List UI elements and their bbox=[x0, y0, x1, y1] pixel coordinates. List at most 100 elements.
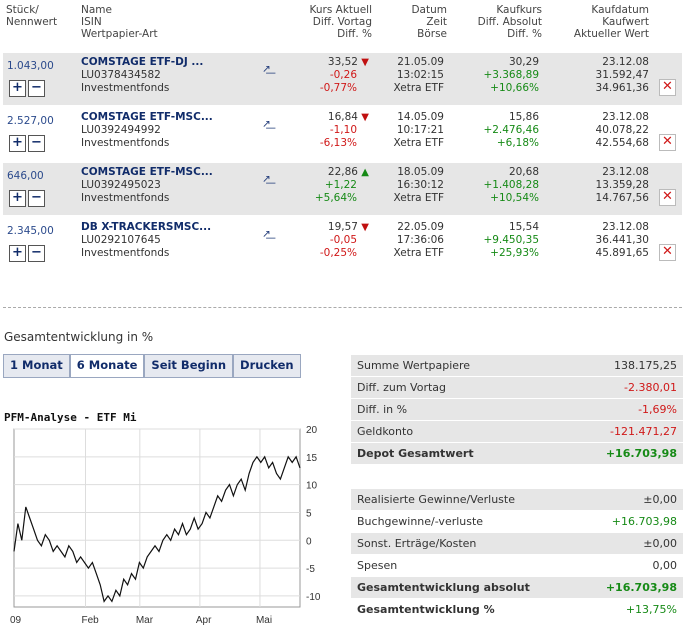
performance-chart: 09 Feb Mar Apr Mai 20 15 10 5 0 -5 -10 bbox=[10, 425, 321, 626]
delete-button[interactable]: ✕ bbox=[659, 79, 676, 96]
chart-icon[interactable]: ↗͟ bbox=[262, 228, 271, 240]
y-tick-label: 10 bbox=[306, 481, 318, 492]
summary-value: -1,69% bbox=[638, 403, 677, 416]
header-qty: Stück/Nennwert bbox=[6, 4, 58, 28]
buy-col: 30,29 +3.368,89 +10,66% bbox=[483, 56, 539, 95]
diff-pct: -0,25% bbox=[319, 247, 357, 259]
current-value: 34.961,36 bbox=[595, 82, 649, 94]
y-tick-label: 5 bbox=[306, 508, 312, 519]
summary-label: Sonst. Erträge/Kosten bbox=[357, 537, 477, 550]
quote-time: 16:30:12 bbox=[396, 179, 444, 191]
value-col: 23.12.08 36.441,30 45.891,65 bbox=[596, 221, 649, 260]
delete-button[interactable]: ✕ bbox=[659, 189, 676, 206]
x-tick-label: Apr bbox=[196, 615, 212, 626]
minus-button[interactable]: − bbox=[28, 135, 45, 152]
quote-time: 17:36:06 bbox=[396, 234, 444, 246]
exchange: Xetra ETF bbox=[393, 192, 444, 204]
print-button[interactable]: Drucken bbox=[233, 354, 301, 378]
tab-1-monat[interactable]: 1 Monat bbox=[3, 354, 70, 378]
plus-button[interactable]: + bbox=[9, 135, 26, 152]
current-value: 45.891,65 bbox=[595, 247, 649, 259]
chart-icon[interactable]: ↗͟ bbox=[262, 63, 271, 75]
value-col: 23.12.08 31.592,47 34.961,36 bbox=[596, 56, 649, 95]
position-row: 646,00 + − COMSTAGE ETF-MSC... LU0392495023 I… bbox=[3, 163, 682, 215]
date-col: 18.05.09 16:30:12 Xetra ETF bbox=[394, 166, 444, 205]
tab-seit-beginn[interactable]: Seit Beginn bbox=[144, 354, 234, 378]
minus-button[interactable]: − bbox=[28, 245, 45, 262]
qty-controls: + − bbox=[9, 135, 45, 152]
summary-value: +13,75% bbox=[625, 603, 677, 616]
security-name-link[interactable]: COMSTAGE ETF-MSC... bbox=[81, 111, 213, 123]
diff-absolute: +1.408,28 bbox=[483, 179, 539, 191]
tab-6-monate[interactable]: 6 Monate bbox=[69, 354, 145, 378]
quantity: 1.043,00 bbox=[7, 60, 54, 72]
delete-button[interactable]: ✕ bbox=[659, 134, 676, 151]
date-col: 14.05.09 10:17:21 Xetra ETF bbox=[394, 111, 444, 150]
buy-col: 20,68 +1.408,28 +10,54% bbox=[483, 166, 539, 205]
buy-date: 23.12.08 bbox=[602, 166, 649, 178]
summary-label: Summe Wertpapiere bbox=[357, 359, 471, 372]
buy-value: 36.441,30 bbox=[595, 234, 649, 246]
diff-pct: -0,77% bbox=[319, 82, 357, 94]
exchange: Xetra ETF bbox=[393, 247, 444, 259]
security-type: Investmentfonds bbox=[81, 247, 170, 259]
header-buyprice: Kaufkurs Diff. Absolut Diff. % bbox=[477, 4, 542, 40]
buy-price: 30,29 bbox=[508, 56, 539, 68]
y-tick-label: -5 bbox=[306, 564, 315, 575]
quote-date: 18.05.09 bbox=[397, 166, 444, 178]
chart-title: PFM-Analyse - ETF Mi bbox=[4, 411, 137, 424]
summary-label: Diff. in % bbox=[357, 403, 408, 416]
buy-col: 15,86 +2.476,46 +6,18% bbox=[483, 111, 539, 150]
arrow-down-icon: ▼ bbox=[361, 57, 369, 68]
buy-col: 15,54 +9.450,35 +25,93% bbox=[483, 221, 539, 260]
header-price: Kurs Aktuell Diff. Vortag Diff. % bbox=[309, 4, 372, 40]
y-tick-label: 20 bbox=[306, 425, 318, 436]
minus-button[interactable]: − bbox=[28, 80, 45, 97]
summary-label: Realisierte Gewinne/Verluste bbox=[357, 493, 515, 506]
summary-value: +16.703,98 bbox=[605, 581, 677, 594]
quantity: 2.527,00 bbox=[7, 115, 54, 127]
qty-controls: + − bbox=[9, 190, 45, 207]
divider bbox=[3, 307, 682, 308]
plus-button[interactable]: + bbox=[9, 80, 26, 97]
summary-label: Spesen bbox=[357, 559, 398, 572]
diff-absolute: +3.368,89 bbox=[483, 69, 539, 81]
summary-value: -121.471,27 bbox=[610, 425, 677, 438]
arrow-down-icon: ▼ bbox=[361, 112, 369, 123]
plot-area bbox=[13, 428, 301, 608]
summary-row: Buchgewinne/-verluste +16.703,98 bbox=[351, 511, 683, 532]
plus-button[interactable]: + bbox=[9, 190, 26, 207]
plus-button[interactable]: + bbox=[9, 245, 26, 262]
security-info: COMSTAGE ETF-MSC... LU0392494992 Investmen… bbox=[81, 111, 213, 150]
price-col: 33,52 ▼ -0,26 -0,77% bbox=[320, 56, 369, 95]
current-price: 16,84 bbox=[327, 111, 358, 123]
summary-row: Gesamtentwicklung absolut +16.703,98 bbox=[351, 577, 683, 598]
period-tabs: 1 Monat 6 Monate Seit Beginn Drucken bbox=[3, 354, 301, 378]
buy-price: 20,68 bbox=[508, 166, 539, 178]
x-tick-label: Mar bbox=[136, 615, 154, 626]
y-tick-label: -10 bbox=[306, 592, 321, 603]
chart-icon[interactable]: ↗͟ bbox=[262, 118, 271, 130]
value-col: 23.12.08 40.078,22 42.554,68 bbox=[596, 111, 649, 150]
security-info: COMSTAGE ETF-DJ ... LU0378434582 Investmen… bbox=[81, 56, 203, 95]
diff-prev: -1,10 bbox=[329, 124, 357, 136]
arrow-up-icon: ▲ bbox=[361, 167, 369, 178]
summary-row: Geldkonto -121.471,27 bbox=[351, 421, 683, 442]
summary-row: Summe Wertpapiere 138.175,25 bbox=[351, 355, 683, 376]
delete-button[interactable]: ✕ bbox=[659, 244, 676, 261]
summary-label: Gesamtentwicklung absolut bbox=[357, 581, 530, 594]
buy-value: 13.359,28 bbox=[595, 179, 649, 191]
diff-absolute-pct: +25,93% bbox=[490, 247, 539, 259]
diff-pct: -6,13% bbox=[319, 137, 357, 149]
summary-row: Diff. zum Vortag -2.380,01 bbox=[351, 377, 683, 398]
quote-date: 22.05.09 bbox=[397, 221, 444, 233]
diff-prev: -0,26 bbox=[329, 69, 357, 81]
security-name-link[interactable]: DB X-TRACKERSMSC... bbox=[81, 221, 212, 233]
chart-icon[interactable]: ↗͟ bbox=[262, 173, 271, 185]
minus-button[interactable]: − bbox=[28, 190, 45, 207]
series-line bbox=[13, 455, 301, 603]
summary-row: Realisierte Gewinne/Verluste ±0,00 bbox=[351, 489, 683, 510]
security-name-link[interactable]: COMSTAGE ETF-DJ ... bbox=[81, 56, 204, 68]
isin: LU0292107645 bbox=[81, 234, 161, 246]
security-name-link[interactable]: COMSTAGE ETF-MSC... bbox=[81, 166, 213, 178]
